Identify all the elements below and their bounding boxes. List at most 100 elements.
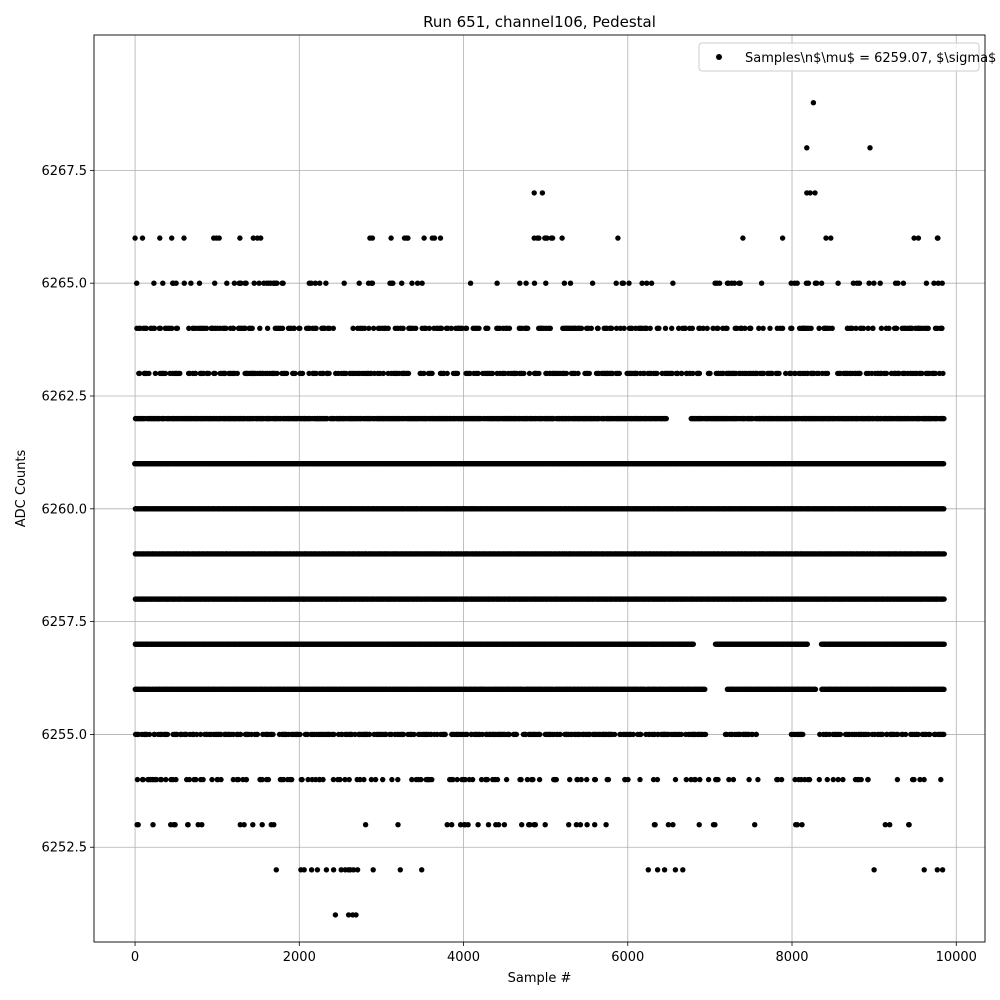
- data-point: [911, 776, 917, 783]
- data-point: [519, 822, 525, 828]
- data-point: [518, 776, 524, 783]
- data-point: [895, 731, 901, 738]
- data-point: [462, 776, 468, 783]
- data-point: [603, 822, 609, 828]
- data-point: [320, 776, 326, 783]
- data-point: [479, 731, 485, 738]
- data-point: [330, 867, 337, 873]
- data-point: [271, 822, 277, 828]
- data-point: [794, 822, 800, 828]
- data-point: [683, 776, 689, 783]
- data-point: [337, 776, 343, 783]
- data-point: [469, 776, 476, 783]
- data-point: [638, 731, 644, 738]
- data-point: [830, 776, 836, 783]
- data-point: [237, 731, 244, 738]
- data-point: [879, 731, 886, 738]
- data-point: [289, 776, 295, 783]
- data-point: [941, 551, 947, 557]
- data-point: [921, 776, 927, 783]
- data-point: [542, 822, 548, 828]
- data-point: [361, 776, 367, 783]
- data-point: [812, 686, 819, 692]
- data-point: [941, 731, 947, 738]
- data-point: [444, 822, 450, 828]
- data-point: [882, 822, 888, 828]
- data-point: [566, 822, 572, 828]
- data-point: [726, 776, 732, 783]
- data-point: [826, 731, 832, 738]
- data-point: [775, 776, 781, 783]
- data-point: [259, 822, 265, 828]
- data-point: [158, 776, 165, 783]
- data-point: [630, 731, 636, 738]
- data-point: [837, 731, 844, 738]
- data-point: [501, 822, 508, 828]
- data-point: [305, 776, 311, 783]
- data-point: [806, 776, 813, 783]
- data-point: [368, 776, 375, 783]
- data-point: [454, 776, 460, 783]
- data-point: [939, 867, 946, 873]
- data-point: [209, 776, 215, 783]
- data-point: [230, 776, 236, 783]
- data-point: [281, 776, 287, 783]
- data-point: [506, 731, 512, 738]
- data-point: [753, 731, 759, 738]
- data-point: [235, 776, 242, 783]
- data-point: [237, 822, 243, 828]
- data-point: [153, 776, 160, 783]
- data-point: [816, 776, 822, 783]
- data-point: [887, 822, 893, 828]
- data-point: [927, 731, 933, 738]
- data-point: [409, 776, 415, 783]
- data-point: [357, 776, 363, 783]
- data-point: [654, 776, 661, 783]
- data-point: [465, 822, 471, 828]
- data-point: [299, 776, 305, 783]
- data-point: [140, 776, 146, 783]
- data-point: [650, 776, 657, 783]
- data-point: [917, 776, 923, 783]
- data-point: [429, 776, 435, 783]
- data-point: [800, 731, 806, 738]
- data-point: [164, 731, 171, 738]
- data-point: [530, 776, 536, 783]
- data-point: [194, 731, 200, 738]
- data-point: [197, 731, 204, 738]
- data-point: [172, 822, 178, 828]
- data-point: [665, 822, 672, 828]
- data-point: [464, 731, 470, 738]
- data-point: [934, 867, 940, 873]
- data-point: [938, 776, 944, 783]
- data-point: [254, 731, 261, 738]
- data-point: [513, 731, 520, 738]
- data-point: [475, 822, 481, 828]
- data-point: [532, 822, 538, 828]
- data-point: [259, 776, 265, 783]
- data-point: [654, 867, 661, 873]
- data-point: [702, 686, 708, 692]
- data-point: [799, 822, 805, 828]
- data-point: [199, 822, 205, 828]
- data-point: [200, 776, 206, 783]
- data-point: [941, 596, 947, 602]
- data-point: [524, 776, 531, 783]
- data-point: [584, 776, 590, 783]
- data-point: [661, 867, 668, 873]
- data-point: [577, 822, 584, 828]
- data-point: [411, 731, 417, 738]
- data-point: [941, 686, 947, 692]
- data-point: [330, 776, 337, 783]
- data-point: [702, 731, 709, 738]
- data-point: [557, 731, 563, 738]
- data-point: [450, 776, 456, 783]
- data-point: [270, 731, 276, 738]
- data-point: [380, 776, 386, 783]
- data-point: [625, 776, 631, 783]
- data-point: [495, 822, 502, 828]
- data-point: [906, 822, 912, 828]
- data-point: [578, 776, 584, 783]
